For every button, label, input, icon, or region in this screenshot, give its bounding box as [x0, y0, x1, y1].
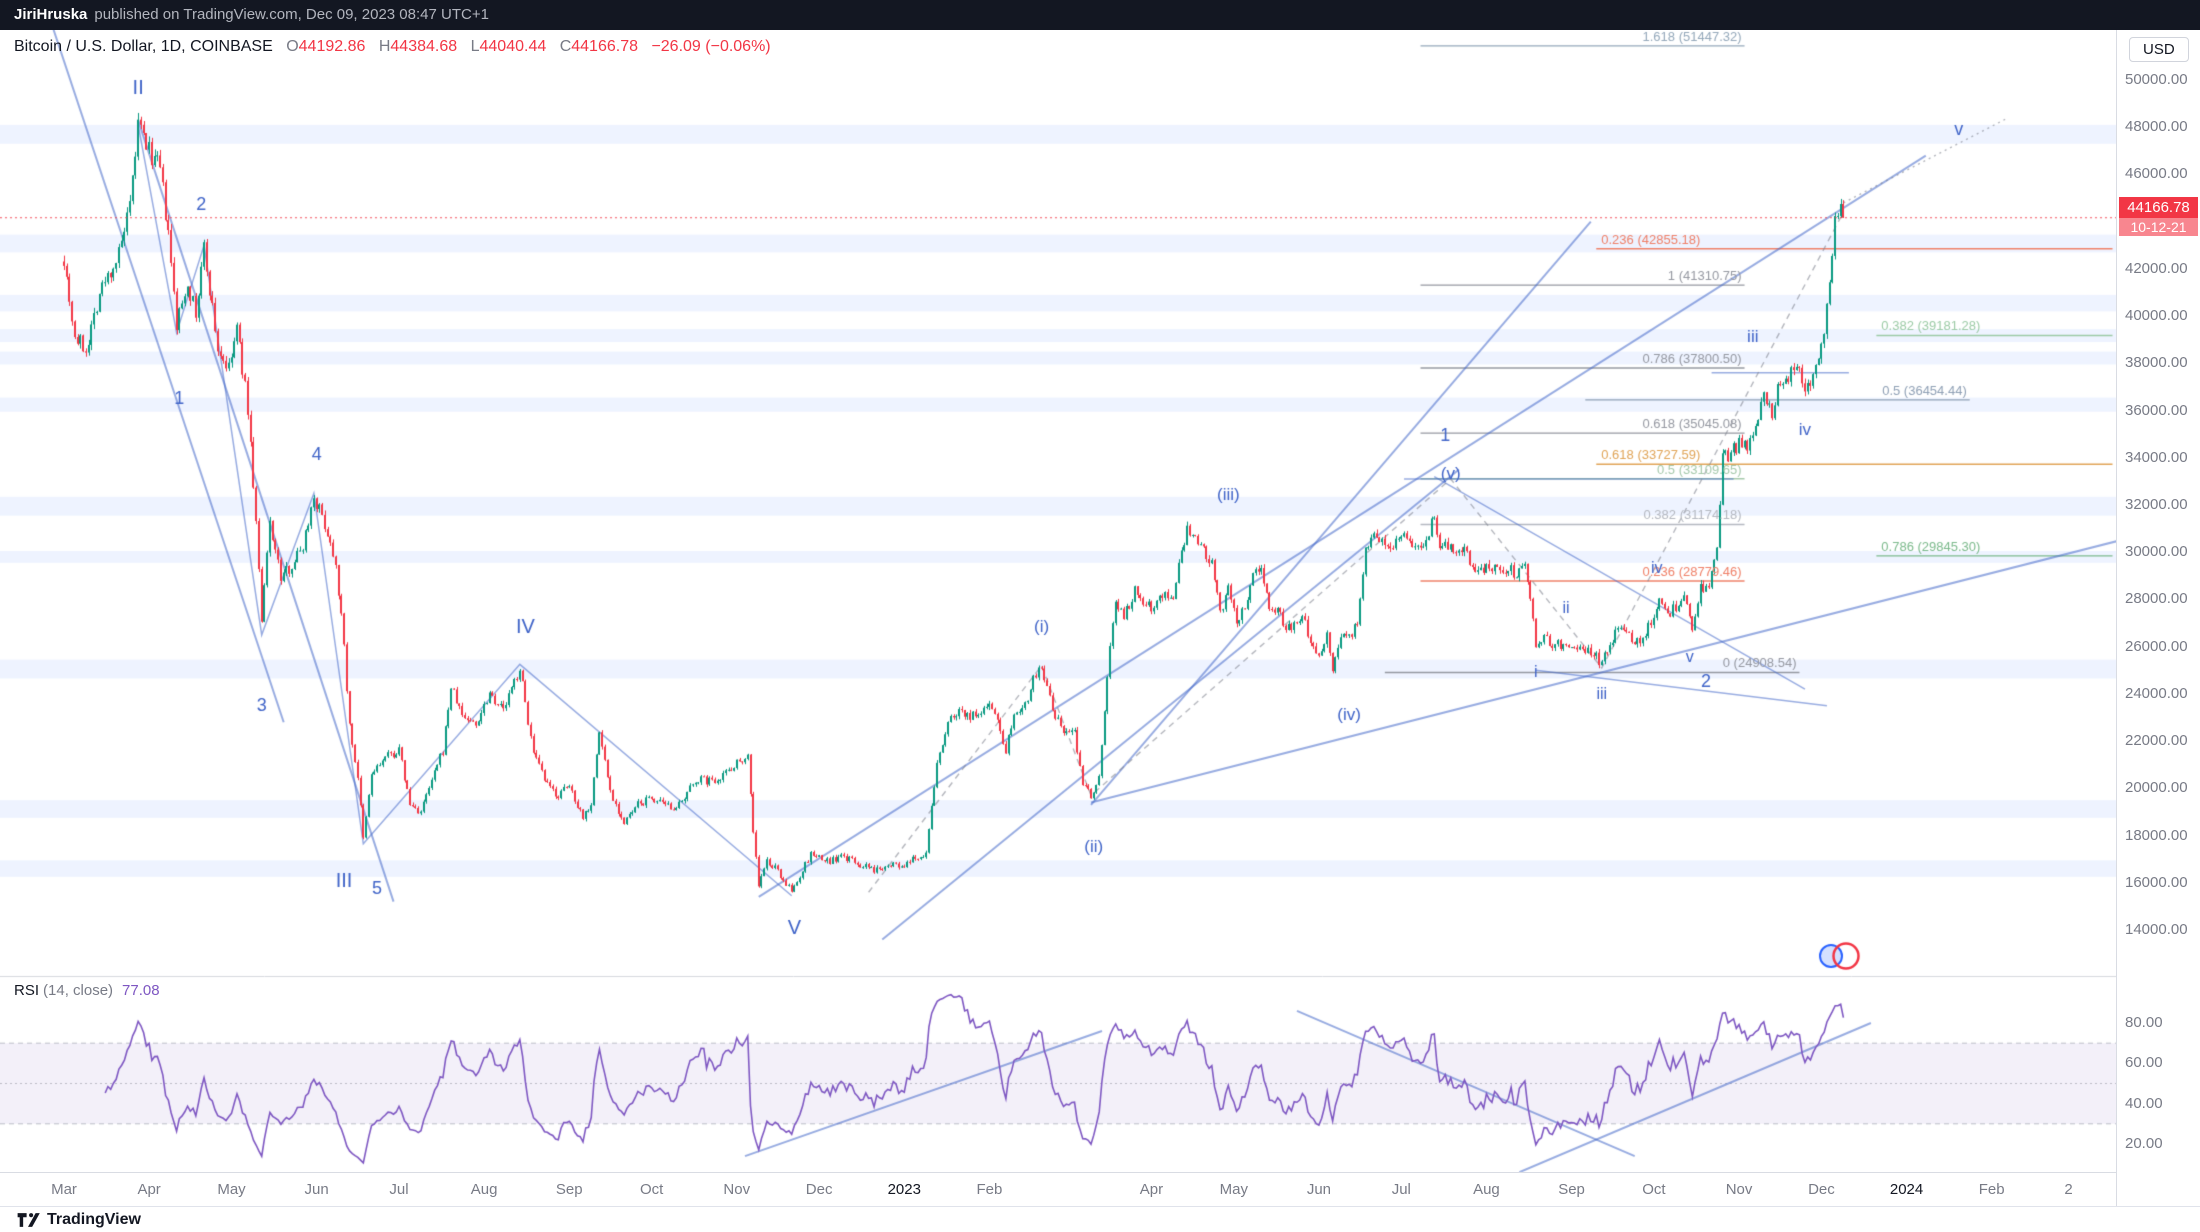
time-tick-label: Feb	[976, 1181, 1003, 1198]
time-tick-label: Jun	[1306, 1181, 1332, 1198]
price-tick-label: 42000.00	[2125, 259, 2188, 277]
time-tick-label: Feb	[1978, 1181, 2005, 1198]
price-tick-label: 28000.00	[2125, 590, 2188, 608]
time-tick-label: May	[1219, 1181, 1248, 1198]
time-tick-label: 2	[2064, 1181, 2073, 1198]
time-tick-label: Jun	[304, 1181, 329, 1198]
price-tick-label: 14000.00	[2125, 920, 2188, 938]
time-tick-label: Dec	[805, 1181, 833, 1198]
time-tick-label: Oct	[1642, 1181, 1666, 1198]
price-tick-label: 48000.00	[2125, 118, 2188, 136]
price-tick-label: 36000.00	[2125, 401, 2188, 419]
price-tick-label: 22000.00	[2125, 732, 2188, 750]
rsi-name: RSI	[14, 982, 40, 999]
time-tick-label: Nov	[723, 1181, 751, 1198]
ohlc-low-value: 44040.44	[479, 38, 547, 55]
time-tick-label: Dec	[1808, 1181, 1835, 1198]
price-tick-label: 34000.00	[2125, 448, 2188, 466]
ohlc-high-label: H	[378, 38, 391, 55]
last-price-badge: 44166.78 10-12-21	[2119, 196, 2198, 236]
rsi-params: (14, close)	[43, 982, 114, 999]
time-tick-label: Jul	[389, 1181, 409, 1198]
time-tick-label: Aug	[470, 1181, 498, 1198]
symbol-legend[interactable]: Bitcoin / U.S. Dollar, 1D, COINBASE O441…	[14, 38, 771, 56]
time-axis[interactable]: Mar Apr May Jun Jul Aug Sep Oct Nov Dec 2023 Feb Apr…	[0, 1172, 2116, 1206]
bar-countdown: 10-12-21	[2119, 217, 2198, 236]
time-tick-label: Oct	[639, 1181, 664, 1198]
tradingview-logo[interactable]: TradingView	[16, 1211, 141, 1229]
time-tick-label: Apr	[1139, 1181, 1164, 1198]
attribution-bar: JiriHruska published on TradingView.com, …	[0, 0, 2200, 30]
rsi-legend[interactable]: RSI (14, close) 77.08	[14, 982, 160, 999]
price-tick-label: 32000.00	[2125, 495, 2188, 513]
price-tick-label: 18000.00	[2125, 826, 2188, 844]
time-tick-label: 2024	[1889, 1181, 1924, 1198]
time-tick-label: Sep	[1558, 1181, 1585, 1198]
tradingview-logo-label: TradingView	[47, 1210, 141, 1228]
price-tick-label: 20000.00	[2125, 779, 2188, 797]
change-value: −26.09 (−0.06%)	[651, 38, 771, 55]
price-tick-label: 30000.00	[2125, 543, 2188, 561]
rsi-tick-label: 80.00	[2125, 1014, 2163, 1031]
time-tick-label: Jul	[1391, 1181, 1411, 1198]
author-name: JiriHruska	[14, 6, 88, 23]
currency-button[interactable]: USD	[2129, 37, 2189, 62]
time-tick-label: Mar	[51, 1181, 77, 1198]
attribution-text: published on TradingView.com, Dec 09, 20…	[94, 6, 489, 23]
tradingview-logo-icon	[17, 1212, 40, 1227]
ohlc-close-value: 44166.78	[571, 38, 638, 55]
rsi-tick-label: 20.00	[2125, 1135, 2163, 1152]
time-tick-label: Sep	[555, 1181, 583, 1198]
ohlc-low-label: L	[470, 38, 480, 55]
price-tick-label: 40000.00	[2125, 307, 2188, 325]
price-tick-label: 46000.00	[2125, 165, 2188, 183]
ohlc-open-label: O	[286, 38, 299, 55]
price-tick-label: 50000.00	[2125, 71, 2188, 88]
price-tick-label: 16000.00	[2125, 873, 2188, 891]
ohlc-close-label: C	[559, 38, 572, 55]
price-tick-label: 24000.00	[2125, 684, 2188, 702]
rsi-tick-label: 40.00	[2125, 1094, 2163, 1112]
last-price-value: 44166.78	[2119, 196, 2198, 218]
symbol-title: Bitcoin / U.S. Dollar, 1D, COINBASE	[14, 38, 273, 55]
ohlc-high-value: 44384.68	[390, 38, 458, 55]
ohlc-open-value: 44192.86	[298, 38, 366, 55]
price-tick-label: 26000.00	[2125, 637, 2188, 655]
bottom-bar: TradingView	[0, 1206, 2200, 1232]
price-axis[interactable]: USD 44166.78 10-12-21 50000.00 48000.00 46…	[2116, 30, 2200, 1206]
rsi-tick-label: 60.00	[2125, 1054, 2163, 1072]
time-tick-label: May	[217, 1181, 246, 1198]
time-tick-label: Aug	[1473, 1181, 1500, 1198]
time-tick-label: Nov	[1725, 1181, 1753, 1198]
rsi-value: 77.08	[122, 982, 160, 999]
time-tick-label: Apr	[137, 1181, 161, 1198]
price-tick-label: 38000.00	[2125, 354, 2188, 372]
time-tick-label: 2023	[887, 1181, 921, 1198]
